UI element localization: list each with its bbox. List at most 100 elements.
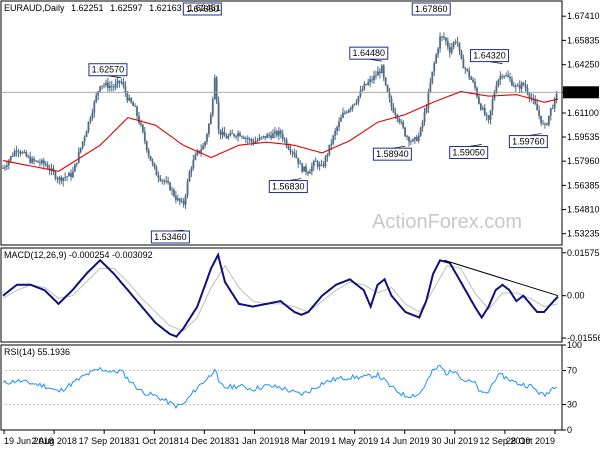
candle-body <box>258 137 261 141</box>
candle-body <box>425 107 428 113</box>
candle-body <box>248 139 251 140</box>
candle-body <box>141 124 144 132</box>
candle-body <box>452 42 455 48</box>
candle-body <box>342 112 344 118</box>
annotation-label: 1.59050 <box>452 147 485 157</box>
candle-body <box>390 98 393 108</box>
price-tick-label: 1.62451 <box>567 87 600 97</box>
low-value: 1.62163 <box>149 3 182 13</box>
annotation-box <box>349 46 389 60</box>
date-tick-label: 28 Oct 2019 <box>506 436 555 446</box>
candle-body <box>270 135 272 139</box>
candle-body <box>444 37 447 42</box>
candle-body <box>40 160 43 164</box>
candle-body <box>274 131 276 134</box>
date-tick-label: 19 Jun 2018 <box>4 436 54 446</box>
candle-body <box>124 85 127 93</box>
candle-body <box>499 76 502 80</box>
candle-body <box>130 98 133 103</box>
candle-body <box>551 108 554 109</box>
rsi-tick-label: 30 <box>567 400 577 410</box>
candle-body <box>489 110 492 120</box>
price-title: EURAUD,Daily 1.62251 1.62597 1.62163 1.6… <box>4 3 221 13</box>
candle-body <box>351 104 354 109</box>
candle-body <box>241 136 243 138</box>
candle-body <box>211 99 214 115</box>
candle-body <box>233 134 236 137</box>
candle-body <box>149 155 152 161</box>
candle-body <box>347 109 350 113</box>
candle-body <box>495 85 498 93</box>
annotation-label: 1.62570 <box>92 65 125 75</box>
candle-body <box>460 50 463 59</box>
candle-body <box>468 70 471 78</box>
candle-body <box>349 108 352 110</box>
annotation-box <box>372 147 412 161</box>
candle-body <box>198 150 201 153</box>
candle-body <box>83 136 86 142</box>
candle-body <box>312 161 315 167</box>
candle-body <box>439 36 441 49</box>
candle-body <box>229 133 232 136</box>
candle-body <box>192 159 195 169</box>
candle-body <box>134 106 136 107</box>
candle-body <box>417 136 420 141</box>
candle-body <box>345 112 348 114</box>
high-value: 1.62597 <box>110 3 143 13</box>
candle-body <box>237 133 239 137</box>
candle-body <box>147 150 150 156</box>
candle-body <box>530 97 533 99</box>
candle-body <box>155 167 158 176</box>
candle-body <box>217 101 220 130</box>
candle-body <box>110 86 113 87</box>
candle-body <box>544 123 546 125</box>
candle-body <box>246 138 249 140</box>
candle-body <box>466 68 469 71</box>
candle-body <box>97 91 100 96</box>
candle-body <box>163 180 166 182</box>
candle-body <box>79 147 82 152</box>
rsi-title: RSI(14) 55.1936 <box>4 347 70 357</box>
candle-body <box>472 79 474 82</box>
candle-body <box>256 140 259 142</box>
candle-body <box>514 86 517 88</box>
rsi-tick-label: 100 <box>567 340 582 350</box>
candle-body <box>512 85 515 87</box>
candle-body <box>411 139 414 142</box>
candle-body <box>17 151 20 153</box>
candle-body <box>388 92 391 99</box>
date-tick-label: 18 Mar 2019 <box>279 436 330 446</box>
candle-body <box>23 151 26 153</box>
annotation-label: 1.59760 <box>512 137 545 147</box>
candle-body <box>316 161 319 167</box>
candle-body <box>534 99 537 104</box>
date-tick-label: 30 Jul 2019 <box>432 436 479 446</box>
candle-body <box>524 84 527 89</box>
price-axis: 1.67410 1.65835 1.64250 1.62451 1.61100 1.595… <box>562 11 600 239</box>
candle-body <box>305 166 307 173</box>
candle-body <box>221 131 224 135</box>
price-tick-label: 1.67410 <box>567 11 600 21</box>
candle-body <box>322 164 325 167</box>
annotation-box <box>411 2 451 16</box>
annotation-label: 1.67860 <box>415 4 448 14</box>
candle-body <box>299 163 302 165</box>
candle-body <box>62 177 65 182</box>
candle-body <box>547 115 550 125</box>
candle-body <box>266 134 269 138</box>
candle-body <box>235 136 237 137</box>
candle-body <box>400 121 403 123</box>
candle-body <box>553 98 556 109</box>
candle-body <box>462 58 465 69</box>
candle-body <box>443 36 445 38</box>
candle-body <box>297 157 300 164</box>
date-tick-label: 17 Sep 2018 <box>79 436 130 446</box>
candle-body <box>373 75 375 81</box>
candle-body <box>93 101 96 113</box>
candle-body <box>208 123 210 135</box>
candle-body <box>225 136 228 139</box>
annotation-label: 1.53460 <box>154 232 187 242</box>
annotation-box <box>449 145 489 159</box>
candle-body <box>289 148 292 152</box>
